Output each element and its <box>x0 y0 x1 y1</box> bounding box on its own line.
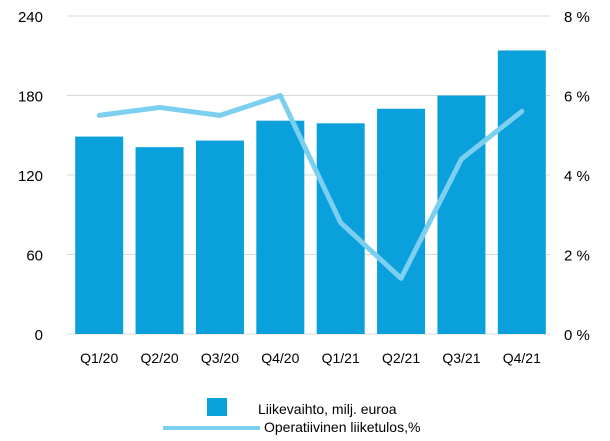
bar <box>196 141 244 334</box>
bar <box>317 123 365 334</box>
left-tick-label: 0 <box>35 327 43 344</box>
category-label: Q1/20 <box>80 350 118 366</box>
left-tick-label: 180 <box>18 89 43 106</box>
category-label: Q2/20 <box>140 350 178 366</box>
legend-swatch-bar <box>207 398 227 416</box>
left-tick-label: 120 <box>18 168 43 185</box>
category-label: Q3/20 <box>201 350 239 366</box>
left-axis-ticks: 0 60 120 180 240 <box>18 9 43 344</box>
left-tick-label: 240 <box>18 9 43 26</box>
right-tick-label: 4 % <box>564 168 590 185</box>
category-label: Q2/21 <box>382 350 420 366</box>
x-axis-ticks: Q1/20 Q2/20 Q3/20 Q4/20 Q1/21 Q2/21 Q3/21 Q4/21 <box>80 350 541 366</box>
left-tick-label: 60 <box>26 248 43 265</box>
legend-label-bar: Liikevaihto, milj. euroa <box>258 401 397 417</box>
legend-label-line: Operatiivinen liiketulos,% <box>264 419 420 435</box>
bar <box>498 50 546 334</box>
bar <box>256 121 304 334</box>
bar <box>136 147 184 334</box>
category-label: Q4/20 <box>261 350 299 366</box>
right-tick-label: 0 % <box>564 327 590 344</box>
right-axis-ticks: 0 % 2 % 4 % 6 % 8 % <box>564 9 590 344</box>
right-tick-label: 2 % <box>564 248 590 265</box>
bar <box>377 109 425 334</box>
bar <box>437 96 485 335</box>
category-label: Q4/21 <box>503 350 541 366</box>
right-tick-label: 6 % <box>564 89 590 106</box>
legend: Liikevaihto, milj. euroa Operatiivinen l… <box>163 398 420 435</box>
right-tick-label: 8 % <box>564 9 590 26</box>
bar <box>75 137 123 334</box>
category-label: Q1/21 <box>322 350 360 366</box>
bar-series <box>75 50 546 334</box>
category-label: Q3/21 <box>442 350 480 366</box>
